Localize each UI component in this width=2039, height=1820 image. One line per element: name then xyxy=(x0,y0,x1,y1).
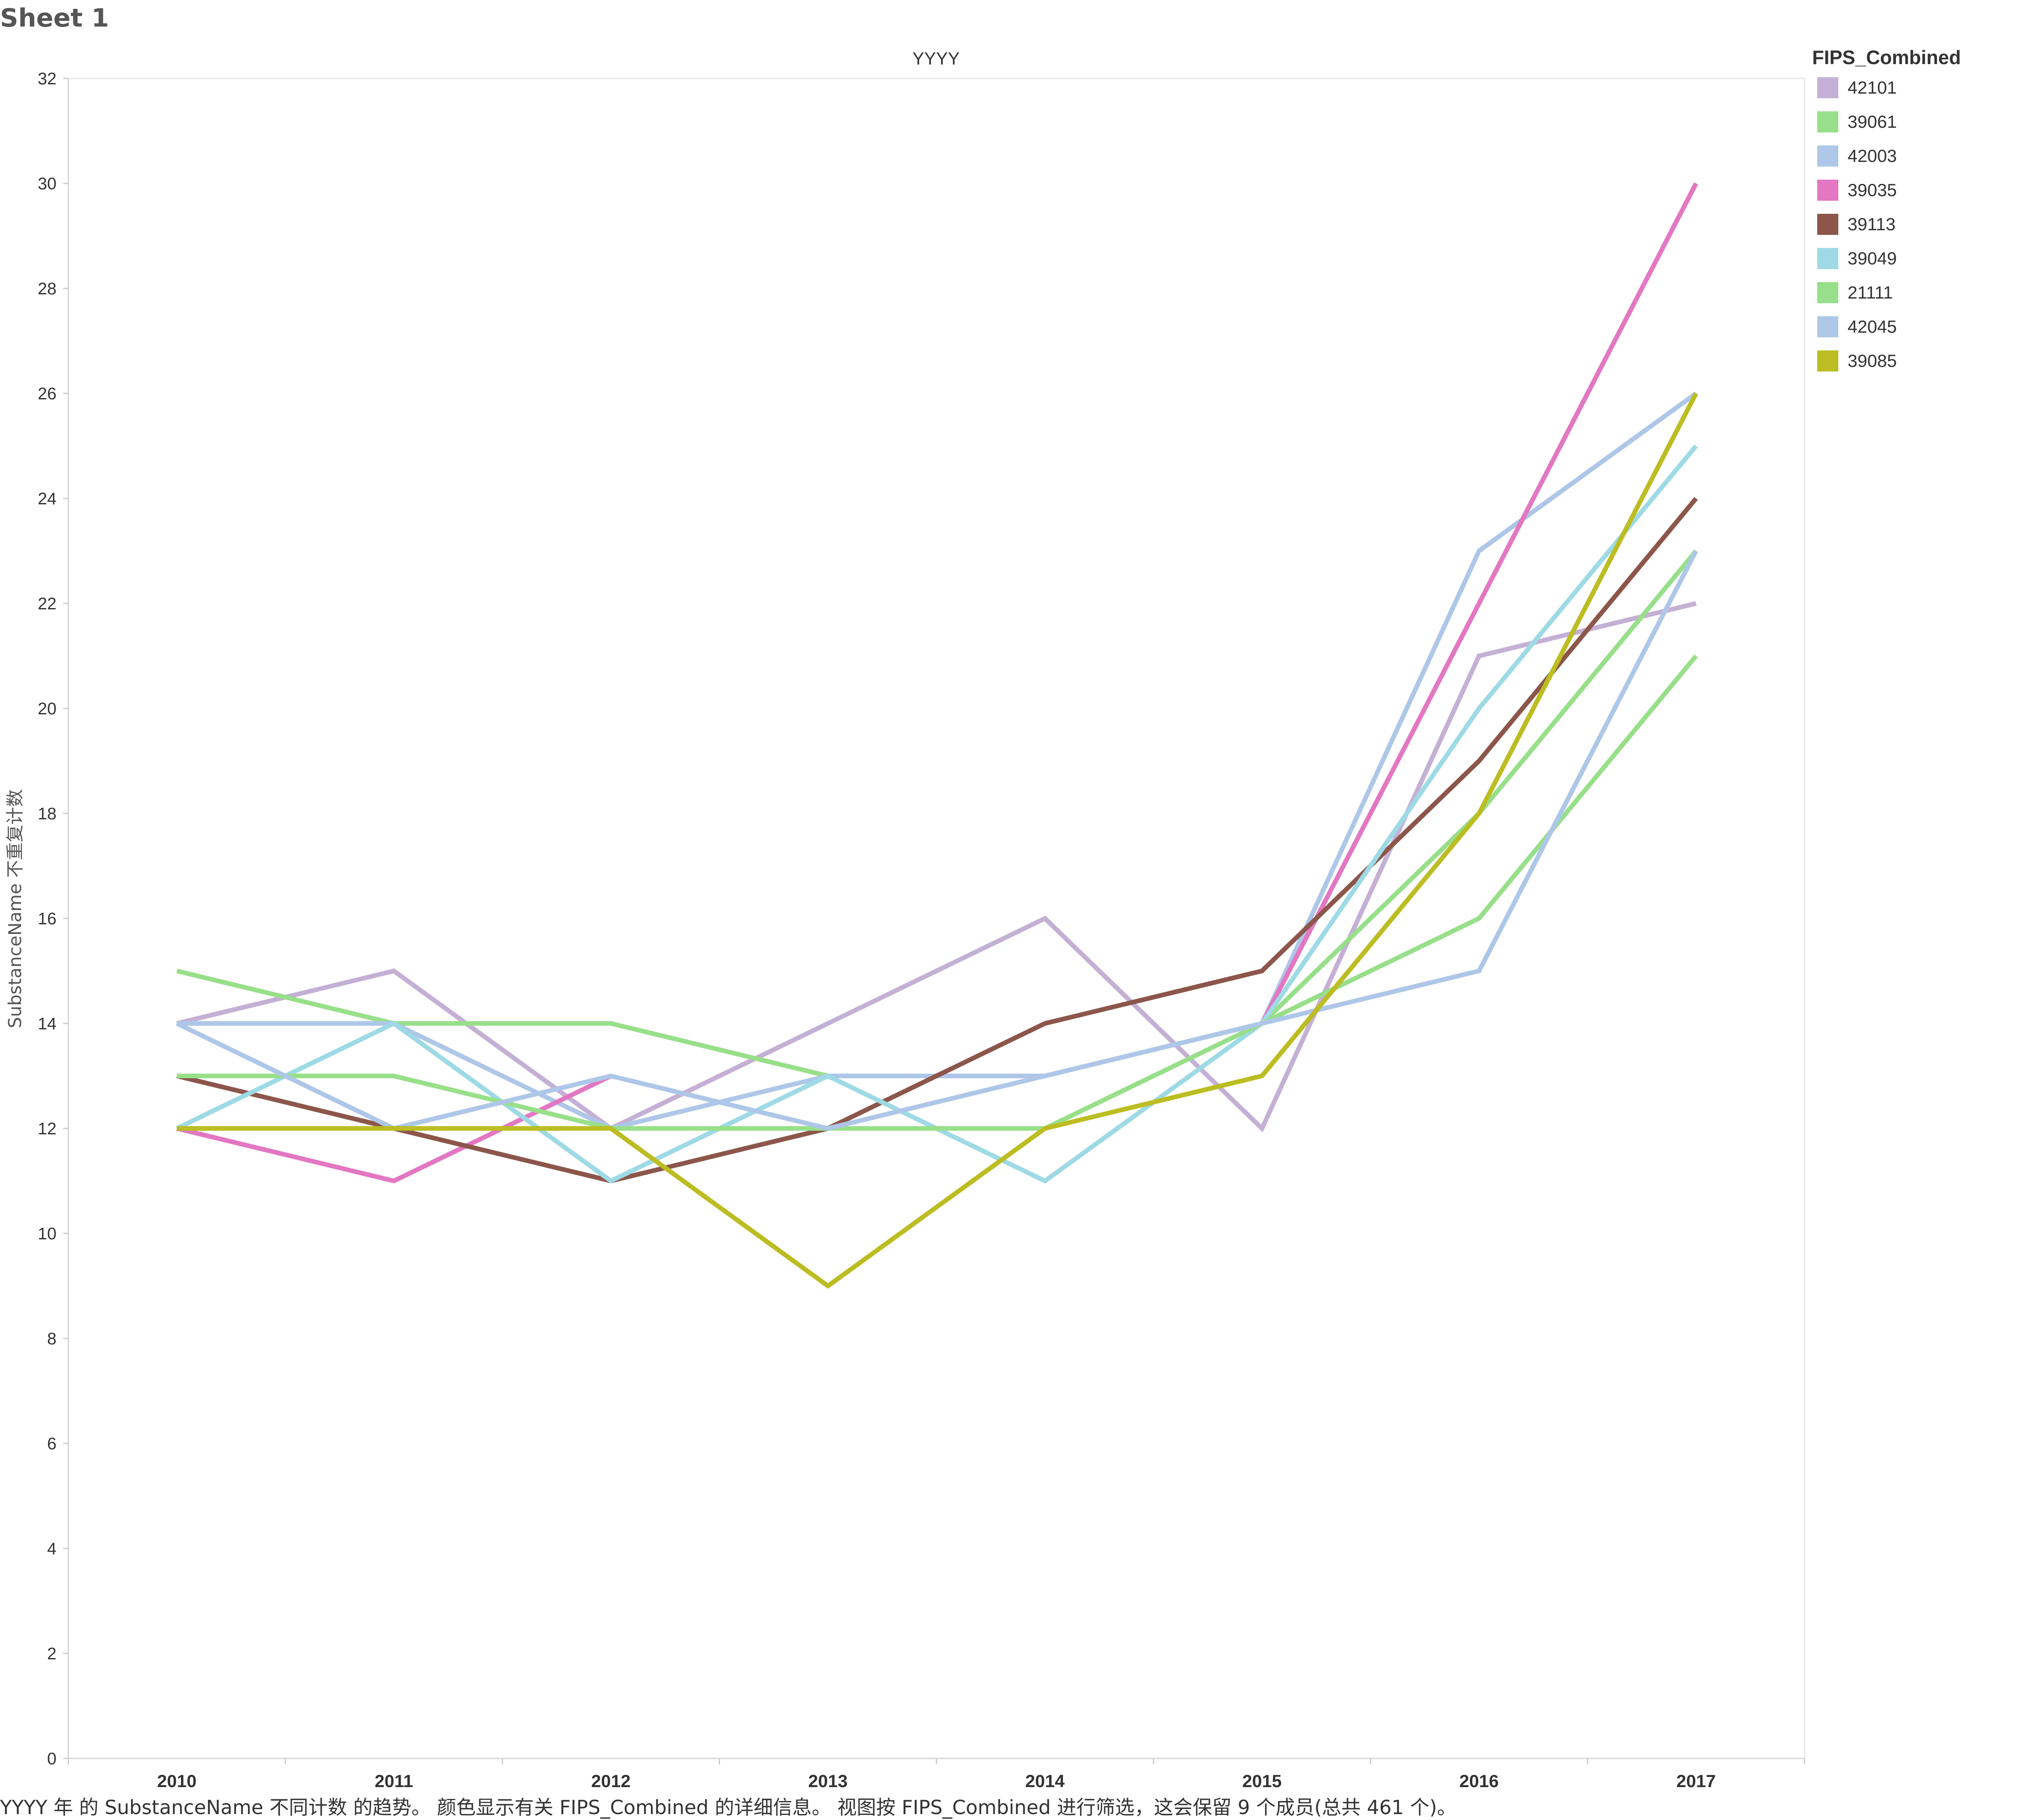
legend-item-42101[interactable]: 42101 xyxy=(1809,70,1961,105)
x-tick-label: 2010 xyxy=(157,1771,196,1791)
series-lines xyxy=(176,182,1698,1289)
legend-title: FIPS_Combined xyxy=(1812,46,1961,68)
legend-label: 21111 xyxy=(1848,282,1893,302)
legend-item-21111[interactable]: 21111 xyxy=(1809,275,1961,310)
legend-label: 39113 xyxy=(1848,214,1896,234)
y-tick-label: 8 xyxy=(47,1330,56,1348)
chart-caption: YYYY 年 的 SubstanceName 不同计数 的趋势。 颜色显示有关 … xyxy=(0,1796,1457,1819)
legend-label: 39035 xyxy=(1848,180,1897,200)
y-tick-label: 28 xyxy=(38,280,57,298)
legend-item-42003[interactable]: 42003 xyxy=(1809,139,1961,173)
legend[interactable]: FIPS_Combined 42101 39061 42003 39035 39113 3… xyxy=(1809,44,1961,378)
y-tick-label: 10 xyxy=(38,1225,57,1243)
legend-swatch xyxy=(1817,111,1838,132)
y-tick-label: 16 xyxy=(38,910,57,928)
legend-items: 42101 39061 42003 39035 39113 39049 21111 42045… xyxy=(1809,70,1961,378)
legend-swatch xyxy=(1817,350,1838,372)
series-line-39049[interactable] xyxy=(176,444,1698,1184)
legend-item-39035[interactable]: 39035 xyxy=(1809,173,1961,207)
y-tick-label: 4 xyxy=(47,1540,56,1558)
legend-label: 39061 xyxy=(1848,111,1897,132)
y-tick-label: 14 xyxy=(38,1015,57,1033)
y-tick-label: 6 xyxy=(47,1435,56,1453)
y-axis-label: SubstanceName 不重复计数 xyxy=(5,789,25,1028)
y-tick-label: 26 xyxy=(38,385,57,403)
legend-item-39113[interactable]: 39113 xyxy=(1809,207,1961,241)
y-tick-label: 2 xyxy=(47,1645,56,1663)
legend-label: 42101 xyxy=(1848,77,1897,97)
y-tick-label: 20 xyxy=(38,700,57,718)
legend-label: 39049 xyxy=(1848,248,1897,268)
y-tick-label: 12 xyxy=(38,1120,57,1138)
sheet-title: Sheet 1 xyxy=(0,3,109,33)
legend-item-39061[interactable]: 39061 xyxy=(1809,105,1961,139)
series-line-42045[interactable] xyxy=(176,549,1698,1131)
y-tick-label: 18 xyxy=(38,805,57,823)
legend-swatch xyxy=(1817,316,1838,337)
series-line-42003[interactable] xyxy=(177,391,1697,1131)
chart-title: YYYY xyxy=(912,48,960,68)
y-tick-label: 30 xyxy=(38,175,57,193)
x-tick-label: 2017 xyxy=(1676,1771,1716,1791)
x-tick-label: 2014 xyxy=(1025,1771,1065,1791)
y-tick-label: 0 xyxy=(47,1750,56,1768)
legend-swatch xyxy=(1817,282,1838,303)
x-tick-label: 2012 xyxy=(591,1771,630,1791)
x-tick-label: 2013 xyxy=(808,1771,847,1791)
x-tick-label: 2011 xyxy=(375,1771,413,1791)
legend-swatch xyxy=(1817,248,1838,269)
legend-item-42045[interactable]: 42045 xyxy=(1809,310,1961,344)
series-line-39061[interactable] xyxy=(176,549,1698,1078)
y-tick-label: 32 xyxy=(38,70,57,88)
x-tick-label: 2016 xyxy=(1459,1771,1498,1791)
series-line-39113[interactable] xyxy=(176,497,1698,1184)
legend-swatch xyxy=(1817,145,1838,167)
series-line-39085[interactable] xyxy=(177,392,1698,1289)
series-line-42101[interactable] xyxy=(176,601,1697,1133)
series-line-21111[interactable] xyxy=(177,654,1698,1131)
legend-label: 42045 xyxy=(1848,316,1897,337)
y-tick-label: 24 xyxy=(38,490,57,508)
legend-swatch xyxy=(1817,213,1838,235)
legend-label: 42003 xyxy=(1848,145,1897,166)
legend-swatch xyxy=(1817,179,1838,201)
legend-swatch xyxy=(1817,77,1838,98)
legend-item-39049[interactable]: 39049 xyxy=(1809,241,1961,275)
legend-item-39085[interactable]: 39085 xyxy=(1809,344,1961,378)
legend-label: 39085 xyxy=(1848,350,1897,371)
x-tick-label: 2015 xyxy=(1242,1771,1281,1791)
y-tick-label: 22 xyxy=(38,595,57,613)
